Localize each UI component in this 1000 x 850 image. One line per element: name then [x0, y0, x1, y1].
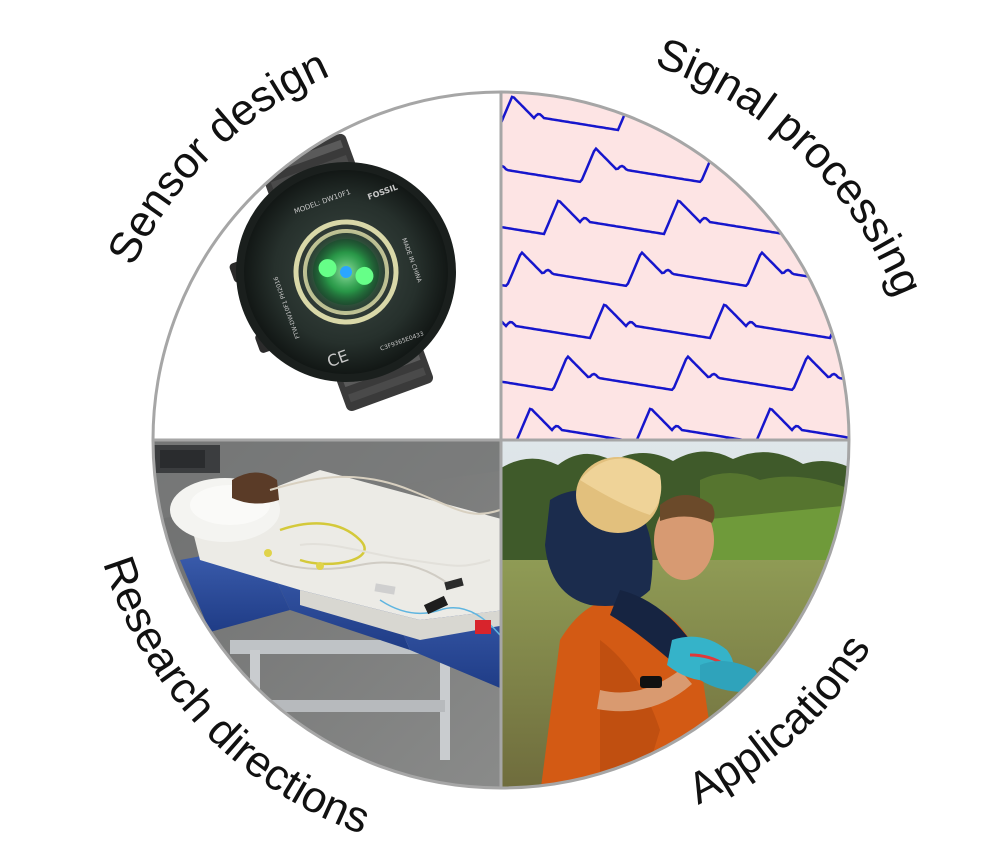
ppg-trace-6	[501, 354, 849, 392]
adult-head	[654, 500, 714, 580]
sensor-design-image: MODEL: DW10F1 FOSSIL MADE IN CHINA FTW-D…	[153, 92, 501, 440]
wrist-sensor	[640, 676, 662, 688]
research-directions-image	[153, 440, 501, 788]
optical-sensor-ring	[293, 219, 399, 325]
adult-arm	[597, 670, 692, 712]
ppg-trace-7	[501, 407, 849, 440]
head-sensor	[232, 472, 279, 504]
ppg-trace-5	[501, 303, 849, 340]
green-led-1	[318, 259, 337, 278]
green-led-2	[355, 266, 374, 285]
photodiode	[340, 266, 352, 278]
circle-border	[151, 90, 851, 790]
child-leg	[610, 590, 690, 660]
electrode-box	[423, 595, 449, 615]
ppg-trace-4	[501, 250, 849, 288]
sensor-cables	[269, 475, 501, 515]
